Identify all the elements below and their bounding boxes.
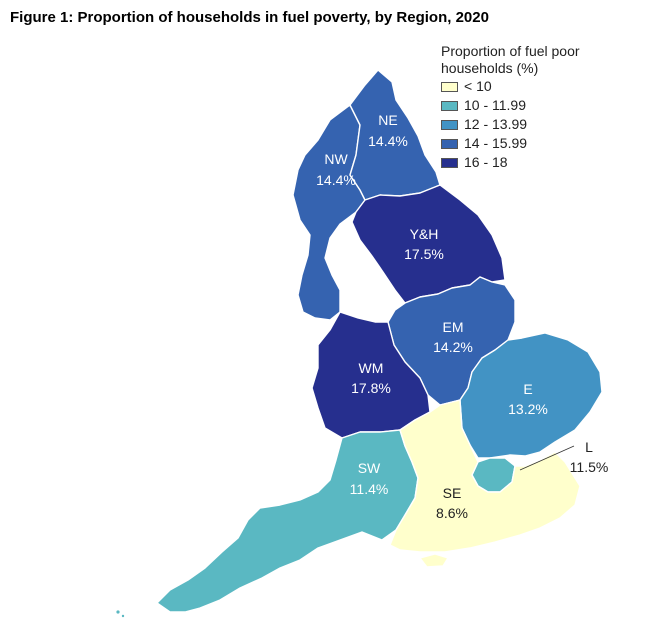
region-em-value: 14.2% <box>433 339 473 355</box>
map-legend: Proportion of fuel poor households (%) <… <box>441 43 580 172</box>
london-leader-line <box>519 445 575 471</box>
region-nw-value: 14.4% <box>316 172 356 188</box>
figure-title: Figure 1: Proportion of households in fu… <box>10 9 489 26</box>
legend-label: 10 - 11.99 <box>464 97 527 113</box>
region-em-code: EM <box>443 319 464 335</box>
region-yh-value: 17.5% <box>404 246 444 262</box>
region-l-value: 11.5% <box>570 459 609 475</box>
legend-item: 16 - 18 <box>441 153 580 172</box>
region-ne-code: NE <box>378 112 397 128</box>
region-e-value: 13.2% <box>508 401 548 417</box>
region-yh-code: Y&H <box>410 226 439 242</box>
legend-label: < 10 <box>464 78 492 94</box>
legend-item: 12 - 13.99 <box>441 115 580 134</box>
region-nw-code: NW <box>324 151 348 167</box>
region-sw[interactable] <box>156 429 419 613</box>
region-ne-value: 14.4% <box>368 133 408 149</box>
legend-swatch <box>441 100 458 111</box>
region-wm-code: WM <box>359 360 384 376</box>
legend-item: 10 - 11.99 <box>441 96 580 115</box>
region-se-value: 8.6% <box>436 505 468 521</box>
legend-label: 14 - 15.99 <box>464 135 528 151</box>
legend-swatch <box>441 157 458 168</box>
region-sw-code: SW <box>358 460 381 476</box>
legend-item: < 10 <box>441 77 580 96</box>
region-se-code: SE <box>443 485 462 501</box>
legend-swatch <box>441 119 458 130</box>
legend-title-line2: households (%) <box>441 60 539 76</box>
region-l-code: L <box>585 439 593 455</box>
legend-item: 14 - 15.99 <box>441 134 580 153</box>
legend-label: 16 - 18 <box>464 154 508 170</box>
isles-of-scilly <box>121 614 125 618</box>
legend-label: 12 - 13.99 <box>464 116 528 132</box>
legend-swatch <box>441 81 458 92</box>
isles-of-scilly <box>116 610 120 614</box>
region-se[interactable] <box>389 399 581 553</box>
region-wm-value: 17.8% <box>351 380 391 396</box>
isle-of-wight <box>419 553 449 568</box>
legend-swatch <box>441 138 458 149</box>
legend-title-line1: Proportion of fuel poor <box>441 43 580 59</box>
region-e-code: E <box>523 381 532 397</box>
region-sw-value: 11.4% <box>350 481 389 497</box>
region-nw[interactable] <box>292 104 366 321</box>
